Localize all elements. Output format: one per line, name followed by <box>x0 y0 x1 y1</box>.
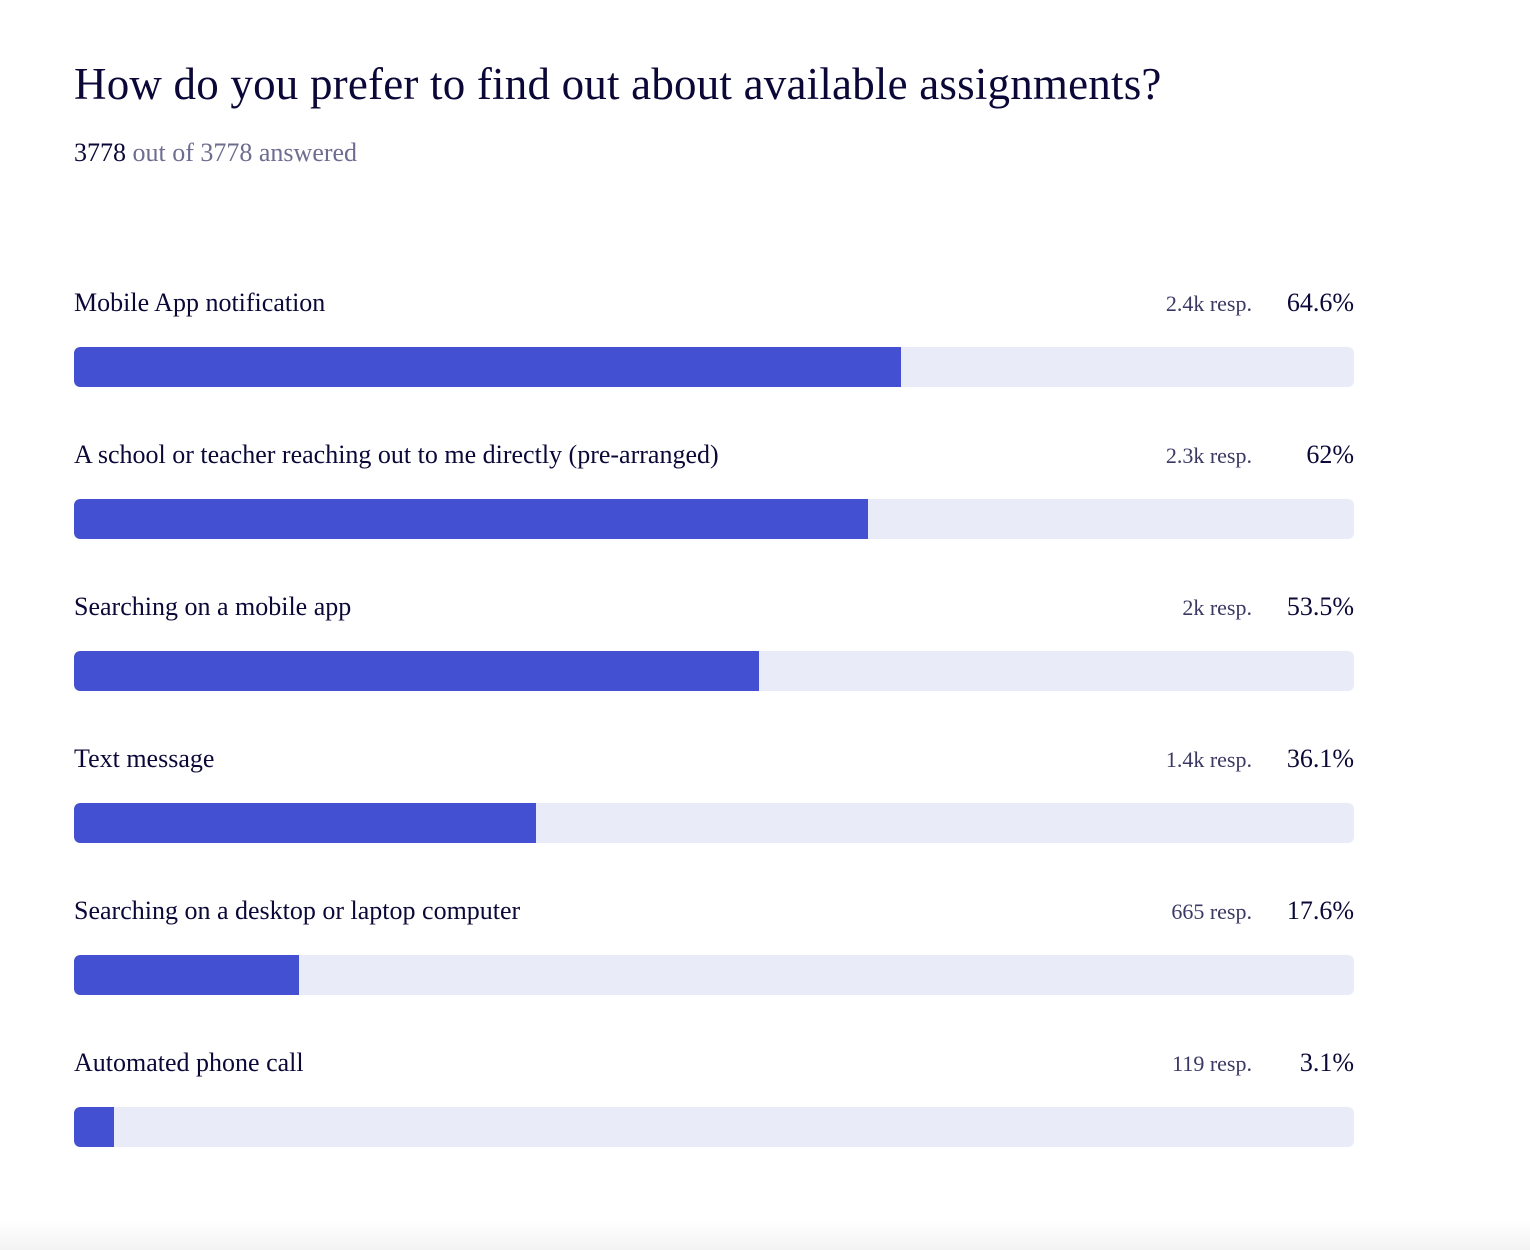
answered-total: out of 3778 answered <box>132 138 358 167</box>
bar-row: Searching on a desktop or laptop compute… <box>74 895 1354 995</box>
bar-label: Automated phone call <box>74 1048 304 1077</box>
bar-track <box>74 499 1354 539</box>
percent-label: 36.1% <box>1286 744 1354 773</box>
bar-track <box>74 347 1354 387</box>
bar-label: Mobile App notification <box>74 288 326 317</box>
answered-summary: 3778 out of 3778 answered <box>74 138 357 168</box>
answered-count: 3778 <box>74 138 126 167</box>
percent-label: 64.6% <box>1286 288 1354 317</box>
bar-fill <box>74 347 901 387</box>
bottom-shadow <box>0 1220 1530 1250</box>
response-count: 1.4k resp. <box>1165 747 1252 772</box>
bar-fill <box>74 803 537 843</box>
question-title: How do you prefer to find out about avai… <box>74 59 1162 109</box>
bar-label: Searching on a mobile app <box>74 592 352 621</box>
percent-label: 17.6% <box>1286 896 1354 925</box>
percent-label: 3.1% <box>1299 1048 1354 1077</box>
percent-label: 53.5% <box>1286 592 1354 621</box>
bar-fill <box>74 651 759 691</box>
bar-row: Searching on a mobile app 2k resp. 53.5% <box>74 591 1354 691</box>
bar-row: Text message 1.4k resp. 36.1% <box>74 743 1354 843</box>
bar-label: Text message <box>74 744 215 773</box>
bar-track <box>74 955 1354 995</box>
bar-track <box>74 651 1354 691</box>
bar-fill <box>74 499 868 539</box>
bar-label: A school or teacher reaching out to me d… <box>74 440 719 469</box>
response-count: 2.4k resp. <box>1165 291 1252 316</box>
bar-fill <box>74 1107 114 1147</box>
bar-track <box>74 803 1354 843</box>
bar-fill <box>74 955 300 995</box>
bar-row: A school or teacher reaching out to me d… <box>74 439 1354 539</box>
bar-row: Automated phone call 119 resp. 3.1% <box>74 1047 1354 1147</box>
response-count: 665 resp. <box>1171 899 1252 924</box>
response-count: 2.3k resp. <box>1165 443 1252 468</box>
bar-label: Searching on a desktop or laptop compute… <box>74 896 521 925</box>
bar-track <box>74 1107 1354 1147</box>
percent-label: 62% <box>1306 440 1354 469</box>
bar-row: Mobile App notification 2.4k resp. 64.6% <box>74 287 1354 387</box>
response-count: 119 resp. <box>1172 1051 1252 1076</box>
response-count: 2k resp. <box>1182 595 1252 620</box>
